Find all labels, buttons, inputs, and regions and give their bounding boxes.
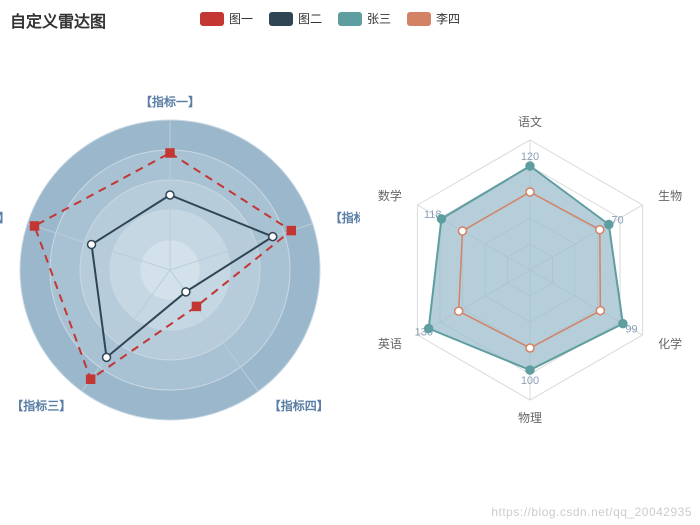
legend-swatch — [269, 12, 293, 26]
svg-text:【指标一】: 【指标一】 — [140, 94, 200, 109]
legend-item[interactable]: 李四 — [407, 10, 460, 27]
svg-text:【指标四】: 【指标四】 — [269, 398, 329, 413]
watermark: https://blog.csdn.net/qq_20042935 — [491, 505, 692, 519]
legend-swatch — [338, 12, 362, 26]
chart-title: 自定义雷达图 — [10, 8, 106, 32]
legend-label: 图二 — [298, 10, 322, 27]
legend-swatch — [200, 12, 224, 26]
legend-label: 李四 — [436, 10, 460, 27]
legend-label: 图一 — [229, 10, 253, 27]
svg-text:语文: 语文 — [518, 114, 542, 129]
svg-text:【指标三】: 【指标三】 — [11, 398, 71, 413]
svg-text:英语: 英语 — [378, 337, 402, 351]
legend-label: 张三 — [367, 10, 391, 27]
radar-chart-right: 语文120生物70化学99物理100英语130数学118 — [370, 80, 700, 480]
svg-text:100: 100 — [521, 375, 539, 387]
legend-item[interactable]: 图二 — [269, 10, 322, 27]
legend-swatch — [407, 12, 431, 26]
svg-text:物理: 物理 — [518, 411, 542, 425]
svg-text:【指标二】: 【指标二】 — [0, 210, 10, 225]
svg-text:120: 120 — [521, 151, 539, 163]
svg-text:生物: 生物 — [658, 189, 682, 203]
legend-item[interactable]: 张三 — [338, 10, 391, 27]
svg-text:【指标五】: 【指标五】 — [330, 210, 360, 225]
svg-text:化学: 化学 — [658, 336, 682, 351]
legend: 图一 图二 张三 李四 — [200, 10, 476, 29]
legend-item[interactable]: 图一 — [200, 10, 253, 27]
svg-text:数学: 数学 — [378, 188, 402, 203]
radar-chart-left: 【指标一】【指标五】【指标四】 【指标三】 【指标二】 — [0, 80, 360, 480]
